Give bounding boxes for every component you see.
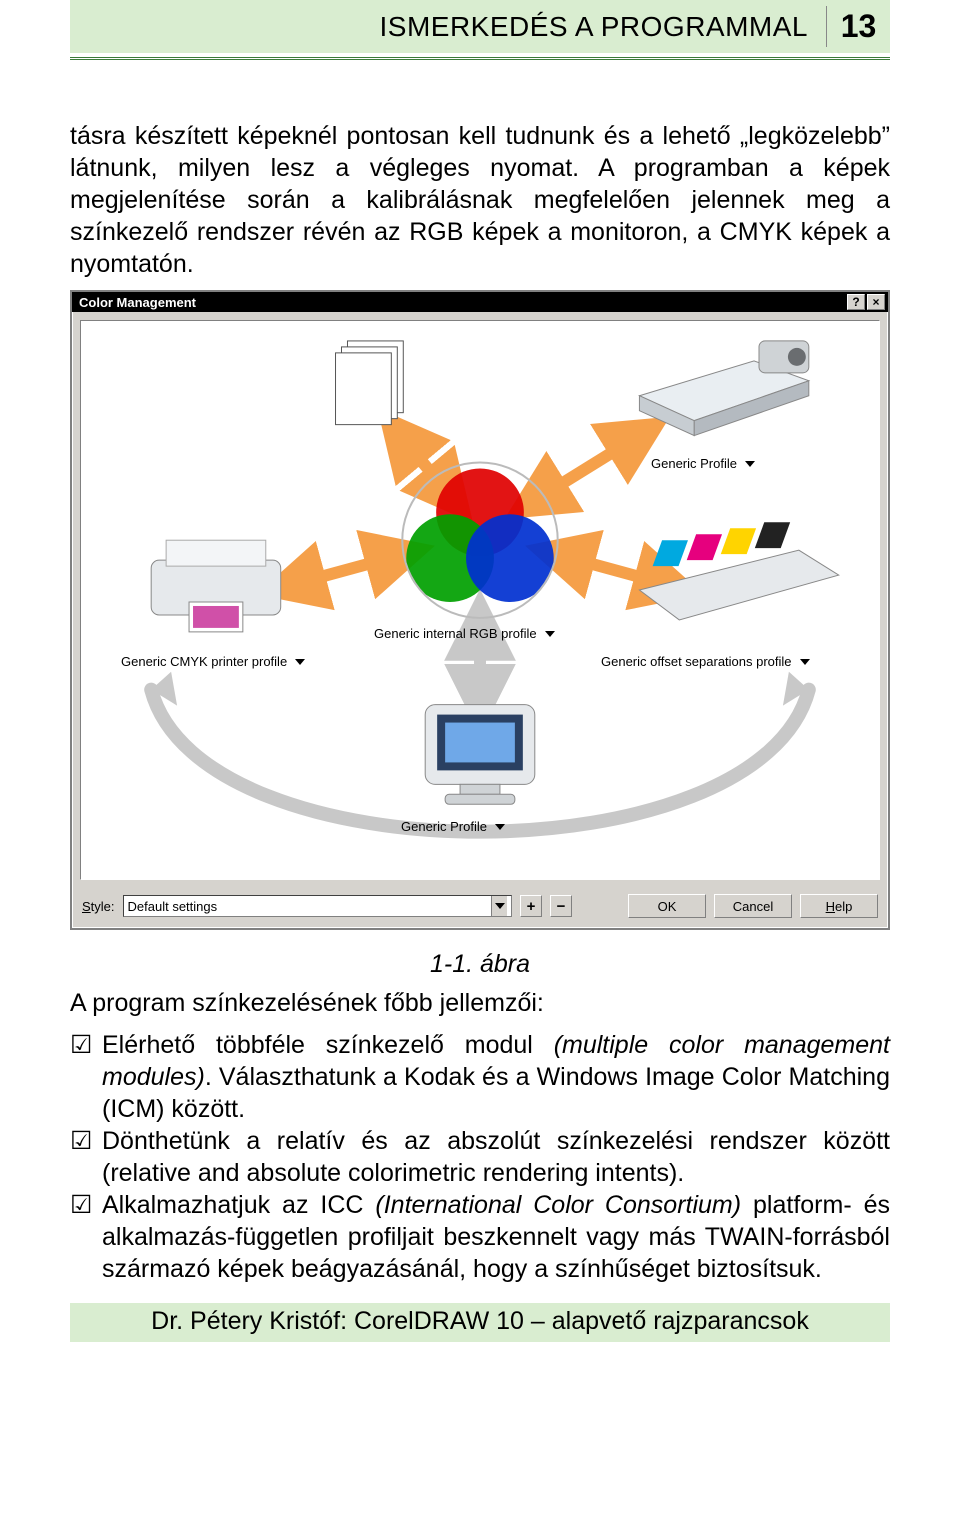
rgb-venn-icon	[402, 462, 557, 617]
workflow-diagram	[81, 321, 879, 879]
documents-icon	[336, 341, 404, 425]
close-icon[interactable]: ×	[867, 294, 885, 310]
internal-rgb-dropdown[interactable]: Generic internal RGB profile	[374, 626, 555, 641]
chevron-down-icon	[800, 659, 810, 665]
dialog-title: Color Management	[75, 295, 845, 310]
remove-style-button[interactable]: −	[550, 895, 572, 917]
checkbox-icon: ☑	[70, 1125, 102, 1189]
bullet-text: Alkalmazhatjuk az ICC (International Col…	[102, 1189, 890, 1285]
press-profile-label: Generic offset separations profile	[601, 654, 792, 669]
header-band: ISMERKEDÉS A PROGRAMMAL 13	[70, 0, 890, 53]
printer-icon	[151, 540, 281, 632]
bullet-item: ☑ Dönthetünk a relatív és az abszolút sz…	[70, 1125, 890, 1189]
list-intro: A program színkezelésének főbb jellemzői…	[70, 987, 890, 1019]
checkbox-icon: ☑	[70, 1029, 102, 1125]
checkbox-icon: ☑	[70, 1189, 102, 1285]
add-style-button[interactable]: +	[520, 895, 542, 917]
dialog-canvas: Generic Profile Generic internal RGB pro…	[80, 320, 880, 880]
scanner-profile-dropdown[interactable]: Generic Profile	[651, 456, 755, 471]
help-button[interactable]: Help	[800, 894, 878, 918]
chevron-down-icon	[491, 896, 507, 916]
help-icon[interactable]: ?	[847, 294, 865, 310]
dialog-titlebar[interactable]: Color Management ? ×	[72, 292, 888, 312]
footer-band: Dr. Pétery Kristóf: CorelDRAW 10 – alapv…	[70, 1303, 890, 1342]
page-number: 13	[826, 6, 890, 47]
scanner-icon	[639, 341, 808, 436]
ok-button[interactable]: OK	[628, 894, 706, 918]
header-rule	[70, 57, 890, 60]
press-icon	[639, 522, 838, 620]
printer-profile-label: Generic CMYK printer profile	[121, 654, 287, 669]
style-label: Style:	[82, 899, 115, 914]
intro-paragraph: tásra készített képeknél pontosan kell t…	[70, 120, 890, 280]
chevron-down-icon	[545, 631, 555, 637]
monitor-profile-dropdown[interactable]: Generic Profile	[401, 819, 505, 834]
bullet-item: ☑ Elérhető többféle színkezelő modul (mu…	[70, 1029, 890, 1125]
style-combo-value: Default settings	[128, 899, 491, 914]
bullet-text: Dönthetünk a relatív és az abszolút szín…	[102, 1125, 890, 1189]
style-combo[interactable]: Default settings	[123, 895, 512, 917]
dialog-footer-row: Style: Default settings + − OK Cancel He…	[72, 888, 888, 928]
monitor-profile-label: Generic Profile	[401, 819, 487, 834]
cancel-button[interactable]: Cancel	[714, 894, 792, 918]
internal-rgb-label: Generic internal RGB profile	[374, 626, 537, 641]
color-management-dialog: Color Management ? ×	[70, 290, 890, 930]
section-title: ISMERKEDÉS A PROGRAMMAL	[380, 11, 827, 43]
bullet-text: Elérhető többféle színkezelő modul (mult…	[102, 1029, 890, 1125]
chevron-down-icon	[745, 461, 755, 467]
monitor-icon	[425, 705, 535, 805]
printer-profile-dropdown[interactable]: Generic CMYK printer profile	[121, 654, 305, 669]
chevron-down-icon	[295, 659, 305, 665]
bullet-item: ☑ Alkalmazhatjuk az ICC (International C…	[70, 1189, 890, 1285]
page: ISMERKEDÉS A PROGRAMMAL 13 tásra készíte…	[0, 0, 960, 1342]
scanner-profile-label: Generic Profile	[651, 456, 737, 471]
chevron-down-icon	[495, 824, 505, 830]
figure-caption: 1-1. ábra	[70, 950, 890, 979]
press-profile-dropdown[interactable]: Generic offset separations profile	[601, 654, 810, 669]
